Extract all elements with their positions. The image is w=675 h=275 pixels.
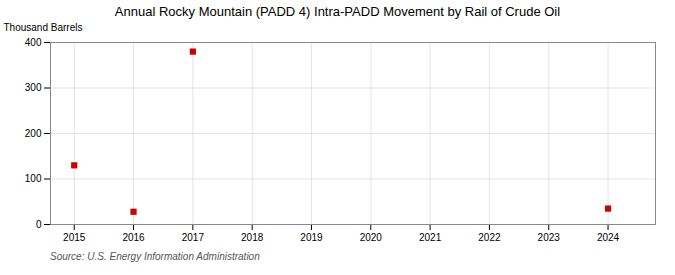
svg-text:2020: 2020 xyxy=(360,232,383,243)
html-text:Source: U.S. Energy Informatio: Source: U.S. Energy Information Administ… xyxy=(50,251,260,262)
svg-text:0: 0 xyxy=(36,219,42,230)
svg-text:100: 100 xyxy=(25,173,42,184)
svg-text:Thousand Barrels: Thousand Barrels xyxy=(4,22,83,33)
svg-text:2023: 2023 xyxy=(538,232,561,243)
html-text:Annual Rocky Mountain (PADD 4): Annual Rocky Mountain (PADD 4) Intra-PAD… xyxy=(114,4,561,19)
svg-text:2015: 2015 xyxy=(63,232,86,243)
svg-text:2024: 2024 xyxy=(597,232,620,243)
svg-text:2021: 2021 xyxy=(419,232,442,243)
svg-text:2022: 2022 xyxy=(478,232,501,243)
svg-text:2018: 2018 xyxy=(241,232,264,243)
svg-text:200: 200 xyxy=(25,128,42,139)
svg-text:300: 300 xyxy=(25,82,42,93)
svg-text:400: 400 xyxy=(25,37,42,48)
svg-text:2017: 2017 xyxy=(182,232,205,243)
svg-text:2019: 2019 xyxy=(300,232,323,243)
svg-text:2016: 2016 xyxy=(122,232,145,243)
